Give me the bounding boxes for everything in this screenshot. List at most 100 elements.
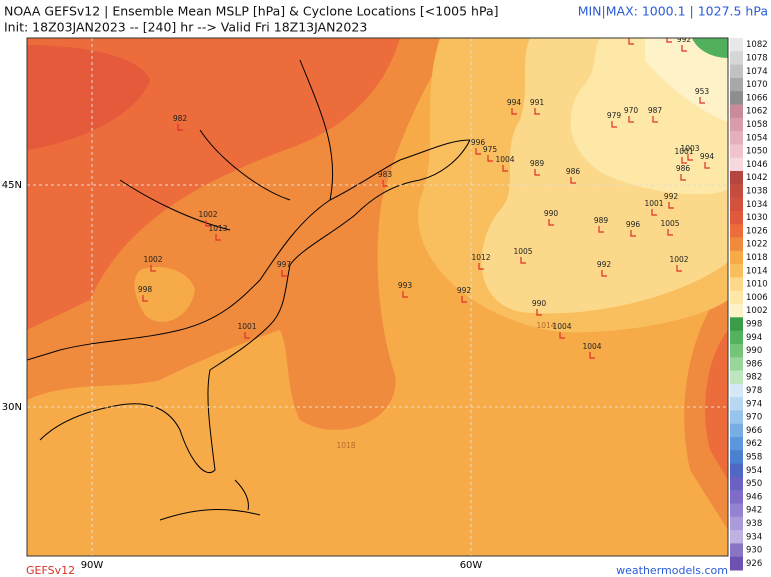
cyclone-marker (402, 291, 408, 298)
colorbar-label: 1034 (746, 200, 768, 210)
cyclone-marker (681, 45, 687, 52)
colorbar-swatch (730, 543, 743, 558)
colorbar-label: 962 (746, 439, 762, 449)
cyclone-marker (150, 265, 156, 272)
isobar-label: 1018 (336, 441, 355, 450)
cyclone-marker (611, 121, 617, 128)
colorbar-label: 938 (746, 519, 762, 529)
colorbar-label: 1058 (746, 120, 768, 130)
cyclone-pressure: 1001 (674, 147, 693, 156)
cyclone-marker (177, 124, 183, 131)
field-1002 (645, 38, 728, 122)
site-label: weathermodels.com (616, 564, 728, 577)
colorbar-label: 1062 (746, 107, 768, 117)
cyclone-pressure: 1005 (513, 247, 532, 256)
cyclone-marker (382, 180, 388, 187)
colorbar-label: 1070 (746, 80, 768, 90)
cyclone-marker (628, 38, 634, 45)
colorbar-swatch (730, 397, 743, 411)
cyclone-pressure: 1013 (208, 224, 227, 233)
colorbar-swatch (730, 556, 743, 571)
cyclone-marker (687, 154, 693, 161)
map: 9909959929539829919949759799709879961004… (26, 37, 729, 557)
colorbar-label: 994 (746, 333, 762, 343)
colorbar-label: 926 (746, 559, 762, 569)
cyclone-marker (589, 352, 595, 359)
colorbar-label: 1082 (746, 40, 768, 50)
colorbar-label: 1006 (746, 293, 768, 303)
cyclone-pressure: 970 (624, 106, 639, 115)
colorbar-swatch (730, 264, 743, 278)
cyclone-marker (536, 309, 542, 316)
cyclone-pressure: 1004 (495, 155, 514, 164)
model-label: GEFSv12 (26, 564, 75, 577)
colorbar-label: 966 (746, 426, 762, 436)
cyclone-marker (680, 174, 686, 181)
cyclone-pressure: 979 (607, 111, 622, 120)
colorbar-swatch (730, 237, 743, 252)
cyclone-pressure: 989 (594, 216, 609, 225)
cyclone-pressure: 998 (138, 285, 153, 294)
cyclone-pressure: 990 (532, 299, 547, 308)
cyclone-pressure: 953 (695, 87, 710, 96)
isobar-label: 1014 (536, 321, 555, 330)
colorbar-swatch (730, 516, 743, 531)
cyclone-pressure: 1012 (471, 253, 490, 262)
cyclone-marker (548, 219, 554, 226)
colorbar-label: 978 (746, 386, 762, 396)
colorbar: 1082 1078 1074 1070 1066 1062 1058 1054 1050 1046… (730, 38, 768, 571)
colorbar-label: 1066 (746, 93, 768, 103)
cyclone-marker (570, 177, 576, 184)
cyclone-pressure: 1003 (680, 144, 699, 153)
colorbar-swatch (730, 131, 743, 145)
cyclone-marker (215, 234, 221, 241)
colorbar-swatch (730, 530, 743, 544)
cyclone-marker (478, 263, 484, 270)
colorbar-label: 934 (746, 532, 762, 542)
field-1018 (134, 266, 195, 322)
cyclone-marker (651, 209, 657, 216)
cyclone-pressure: 1001 (644, 199, 663, 208)
coastlines (27, 59, 471, 473)
cyclone-pressure: 1004 (552, 322, 571, 331)
cyclone-marker (534, 108, 540, 115)
cyclone-pressure: 992 (597, 260, 612, 269)
colorbar-swatch (730, 51, 743, 66)
colorbar-label: 1046 (746, 160, 768, 170)
colorbar-swatch (730, 437, 743, 451)
colorbar-swatch (730, 250, 743, 265)
lat-label: 30N (2, 402, 22, 413)
colorbar-label: 1026 (746, 226, 768, 236)
cyclone-marker (244, 332, 250, 339)
colorbar-label: 982 (746, 373, 762, 383)
colorbar-label: 990 (746, 346, 762, 356)
colorbar-swatch (730, 104, 743, 119)
colorbar-swatch (730, 144, 743, 159)
colorbar-swatch (730, 490, 743, 504)
colorbar-swatch (730, 357, 743, 371)
colorbar-swatch (730, 77, 743, 92)
cyclone-marker (630, 230, 636, 237)
colorbar-label: 954 (746, 466, 762, 476)
colorbar-swatch (730, 91, 743, 105)
colorbar-swatch (730, 171, 743, 185)
cyclone-pressure: 983 (378, 170, 393, 179)
cyclone-marker (598, 226, 604, 233)
cyclone-pressure: 996 (626, 220, 641, 229)
cyclone-pressure: 989 (530, 159, 545, 168)
cyclone-pressure: 992 (457, 286, 472, 295)
min-max: MIN|MAX: 1000.1 | 1027.5 hPa (578, 4, 768, 19)
colorbar-swatch (730, 38, 743, 52)
colorbar-swatch (730, 330, 743, 345)
cyclone-pressure: 1002 (198, 210, 217, 219)
cyclone-marker (676, 265, 682, 272)
colorbar-label: 1050 (746, 147, 768, 157)
cyclone-pressure: 996 (471, 138, 486, 147)
field-1030 (27, 45, 150, 150)
cyclone-pressure: 997 (277, 260, 292, 269)
colorbar-swatch (730, 450, 743, 465)
cyclone-marker (652, 116, 658, 123)
colorbar-label: 1010 (746, 280, 768, 290)
colorbar-swatch (730, 277, 743, 292)
cyclone-pressure: 991 (530, 98, 545, 107)
